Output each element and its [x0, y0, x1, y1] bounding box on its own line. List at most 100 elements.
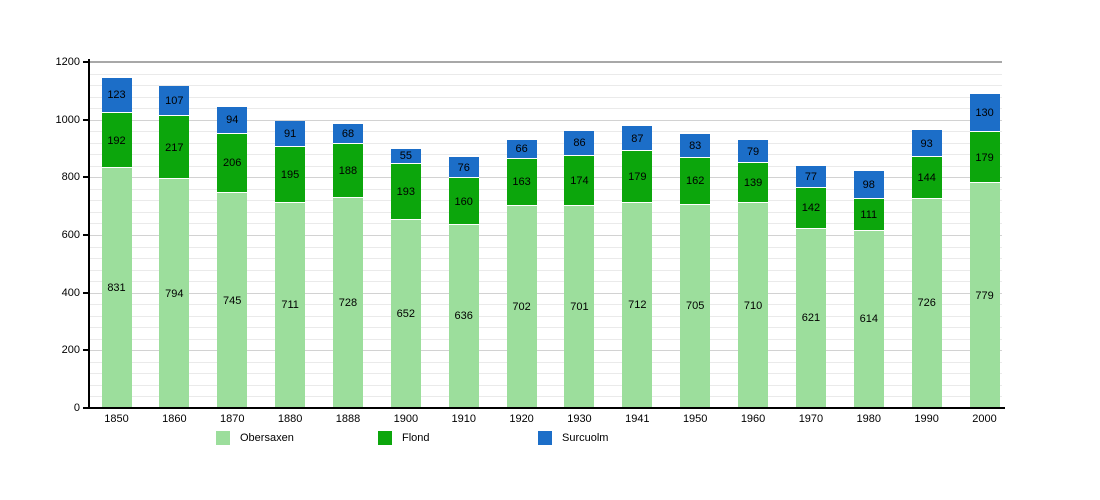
- x-tick-label: 1990: [914, 413, 939, 425]
- gridline-minor: [90, 131, 1002, 133]
- y-axis-tick: [83, 61, 89, 63]
- y-tick-label: 1000: [55, 113, 80, 126]
- x-tick-label: 1980: [856, 413, 882, 425]
- bar-segment-flond: [795, 188, 826, 229]
- y-axis-tick: [83, 234, 89, 236]
- gridline-minor: [90, 315, 1002, 317]
- bar-segment-surcuolm: [622, 126, 653, 152]
- gridline-major: [90, 61, 1002, 63]
- gridline-minor: [90, 85, 1002, 87]
- x-tick-label: 1970: [798, 413, 824, 425]
- gridline-minor: [90, 327, 1002, 329]
- bar-value-label: 83: [689, 140, 702, 153]
- bar-value-label: 91: [283, 127, 297, 140]
- gridline-major: [90, 177, 1002, 179]
- x-tick-label: 1941: [625, 413, 650, 425]
- bar-value-label: 192: [107, 134, 126, 147]
- bar-value-label: 614: [859, 313, 878, 326]
- gridline-minor: [90, 269, 1002, 271]
- gridline-minor: [90, 165, 1002, 167]
- bar-segment-flond: [853, 198, 884, 231]
- bar-segment-obersaxen: [795, 228, 826, 408]
- bar-segment-obersaxen: [911, 198, 942, 408]
- bar-value-label: 217: [165, 141, 184, 154]
- y-tick-label: 400: [61, 286, 80, 299]
- bar-segment-flond: [390, 164, 421, 220]
- gridline-minor: [90, 142, 1002, 144]
- bar-value-label: 66: [515, 143, 528, 156]
- gridline-major: [90, 119, 1002, 121]
- gridline-minor: [90, 384, 1002, 386]
- legend-item-flond: Flond: [378, 430, 430, 446]
- bar-value-label: 621: [801, 312, 821, 325]
- bar-value-label: 160: [454, 195, 473, 208]
- gridline-minor: [90, 188, 1002, 190]
- bar-segment-surcuolm: [911, 130, 942, 158]
- x-tick-label: 2000: [972, 413, 997, 425]
- gridline-minor: [90, 246, 1002, 248]
- legend-item-surcuolm: Surcuolm: [538, 430, 608, 446]
- bar-segment-obersaxen: [332, 198, 363, 408]
- bar-segment-flond: [738, 163, 769, 204]
- bar-value-label: 144: [917, 171, 936, 184]
- bar-segment-obersaxen: [506, 205, 537, 408]
- y-tick-label: 200: [61, 344, 80, 357]
- bar-value-label: 139: [743, 177, 763, 190]
- gridline-minor: [90, 154, 1002, 156]
- bar-value-label: 55: [399, 150, 412, 163]
- bar-segment-flond: [332, 143, 363, 199]
- y-tick-label: 600: [61, 229, 80, 241]
- gridline-minor: [90, 96, 1002, 98]
- legend-label-surcuolm: Surcuolm: [562, 432, 609, 444]
- bar-value-label: 98: [862, 178, 875, 191]
- bar-segment-flond: [911, 157, 942, 199]
- y-axis-tick: [83, 407, 89, 409]
- bar-value-label: 130: [975, 107, 994, 120]
- bar-segment-obersaxen: [101, 168, 132, 408]
- bar-segment-flond: [448, 178, 479, 225]
- legend-swatch-obersaxen: [216, 431, 230, 445]
- gridline-minor: [90, 258, 1002, 260]
- bar-value-label: 206: [223, 157, 242, 170]
- y-axis-tick: [83, 118, 89, 121]
- bar-value-label: 77: [804, 170, 818, 183]
- bar-value-label: 831: [107, 282, 126, 295]
- bar-value-label: 174: [570, 174, 589, 187]
- bar-segment-surcuolm: [969, 94, 1000, 132]
- gridline-minor: [90, 200, 1002, 202]
- bar-value-label: 728: [338, 297, 358, 310]
- bar-value-label: 636: [454, 310, 473, 323]
- gridline-minor: [90, 223, 1002, 225]
- bar-value-label: 652: [396, 308, 416, 320]
- bar-segment-surcuolm: [390, 148, 421, 165]
- bar-segment-surcuolm: [217, 106, 248, 134]
- y-tick-label: 0: [73, 402, 80, 414]
- x-tick-label: 1960: [740, 413, 766, 425]
- bar-value-label: 179: [975, 151, 994, 164]
- bar-segment-obersaxen: [738, 203, 769, 408]
- bar-segment-flond: [622, 151, 653, 203]
- bar-value-label: 745: [223, 294, 242, 307]
- gridline-major: [90, 292, 1002, 294]
- bar-segment-flond: [217, 133, 248, 194]
- legend-swatch-surcuolm: [538, 431, 552, 445]
- y-axis-tick: [83, 349, 89, 352]
- bar-segment-flond: [680, 158, 711, 205]
- gridline-minor: [90, 396, 1002, 398]
- bar-value-label: 705: [686, 300, 705, 313]
- bar-value-label: 162: [686, 175, 705, 188]
- gridline-minor: [90, 373, 1002, 375]
- bar-value-label: 68: [341, 128, 355, 141]
- bar-value-label: 163: [512, 176, 531, 189]
- y-axis-tick: [83, 176, 89, 179]
- x-tick-label: 1850: [104, 413, 129, 425]
- bar-value-label: 710: [743, 299, 763, 312]
- x-axis-line: [88, 407, 1005, 409]
- bar-value-label: 79: [746, 145, 760, 158]
- bar-segment-flond: [275, 146, 306, 203]
- bar-value-label: 123: [107, 89, 126, 102]
- gridline-minor: [90, 211, 1002, 213]
- x-tick-label: 1860: [162, 413, 187, 425]
- bar-value-label: 107: [165, 95, 184, 108]
- bar-segment-surcuolm: [680, 134, 711, 158]
